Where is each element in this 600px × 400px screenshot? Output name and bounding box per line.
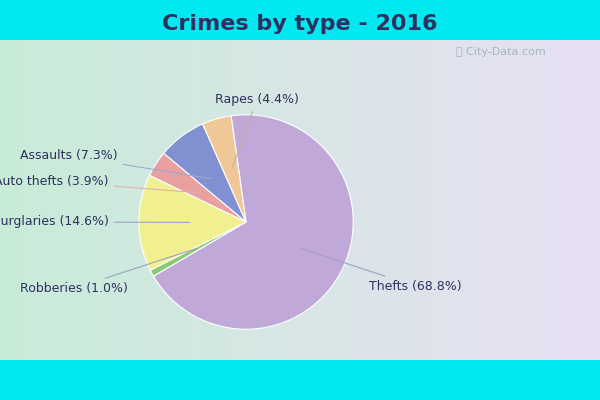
- Wedge shape: [203, 116, 246, 222]
- Bar: [0, 0, 600, 40]
- Wedge shape: [139, 175, 246, 270]
- Text: Rapes (4.4%): Rapes (4.4%): [215, 93, 299, 168]
- Text: Assaults (7.3%): Assaults (7.3%): [20, 149, 211, 179]
- Wedge shape: [154, 115, 353, 329]
- Text: Auto thefts (3.9%): Auto thefts (3.9%): [0, 175, 198, 193]
- Wedge shape: [149, 153, 246, 222]
- Wedge shape: [150, 222, 246, 276]
- Text: Robberies (1.0%): Robberies (1.0%): [20, 248, 196, 295]
- Text: Crimes by type - 2016: Crimes by type - 2016: [162, 14, 438, 34]
- Wedge shape: [164, 124, 246, 222]
- Text: ⓘ City-Data.com: ⓘ City-Data.com: [456, 47, 546, 57]
- Text: Thefts (68.8%): Thefts (68.8%): [302, 248, 462, 293]
- Text: Burglaries (14.6%): Burglaries (14.6%): [0, 216, 190, 228]
- Bar: [0, 360, 600, 400]
